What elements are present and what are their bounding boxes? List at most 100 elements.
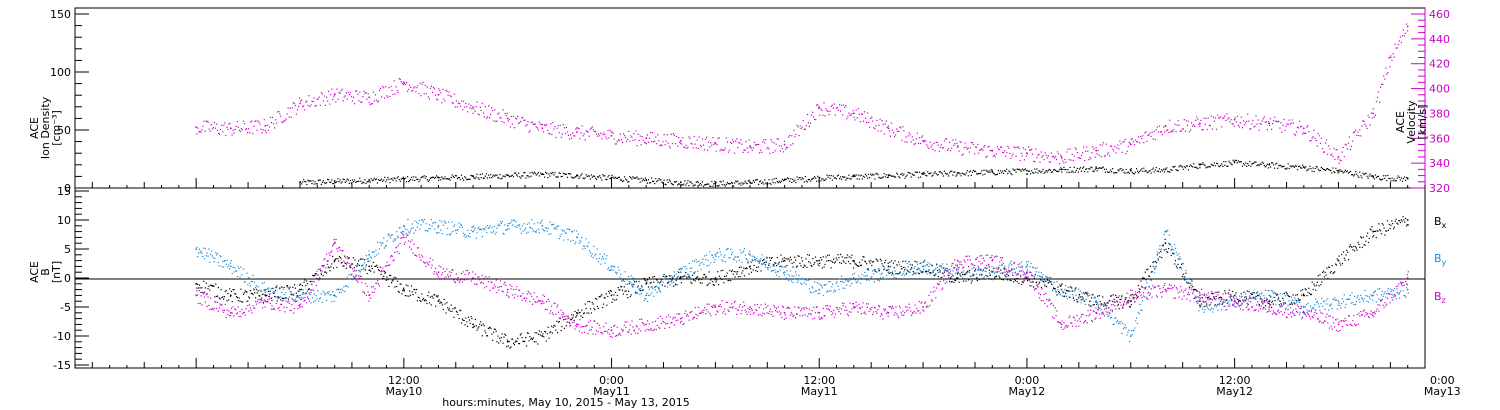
by-point [779,269,781,271]
by-point [864,271,866,273]
by-point [607,268,609,270]
density-point [719,180,721,182]
velocity-point [675,135,678,138]
density-point [1042,168,1044,170]
by-point [313,301,315,303]
bx-point [824,263,826,265]
velocity-point [1318,135,1320,137]
bx-point [766,256,768,258]
by-point [424,230,426,232]
density-point [707,183,709,185]
bx-point [972,274,974,277]
density-point [616,177,618,180]
bx-point [1091,293,1093,295]
by-point [423,218,425,221]
velocity-point [327,100,329,102]
velocity-point [362,96,364,98]
by-point [287,287,290,289]
bx-point [595,297,597,300]
velocity-point [1313,129,1315,131]
by-point [805,283,807,285]
by-point [201,252,203,254]
density-point [582,177,584,179]
velocity-series-1 [195,23,1409,165]
density-point [828,175,830,177]
velocity-point [842,114,844,116]
bx-point [628,290,630,292]
bx-point [863,256,865,258]
bx-point [1007,275,1010,277]
velocity-point [227,128,229,130]
by-point [321,301,323,303]
bx-point [1389,227,1391,230]
bx-point [424,299,426,301]
by-point [712,256,714,259]
density-point [1116,172,1118,174]
velocity-point [999,146,1002,148]
density-point [1344,169,1346,171]
bx-point [680,282,682,284]
velocity-point [712,137,714,139]
velocity-point [1094,156,1096,158]
bx-point [1206,304,1208,306]
velocity-point [685,144,687,146]
density-point [818,180,820,182]
velocity-point [297,106,300,108]
bx-point [1308,287,1310,289]
by-point [699,263,701,265]
bx-point [1128,299,1130,302]
bx-point [733,270,735,273]
bx-point [890,272,892,274]
velocity-point [921,136,923,138]
bx-point [1231,299,1233,301]
density-point [984,173,986,175]
density-point [687,180,689,182]
bx-point [1367,232,1369,234]
by-point [402,230,404,233]
bx-point [1206,297,1209,299]
density-point [536,173,538,175]
bx-point [283,286,285,289]
bx-point [921,272,923,274]
velocity-point [709,146,711,148]
density-point [1381,179,1383,181]
velocity-point [565,127,567,129]
velocity-point [851,113,853,115]
density-point [952,174,954,176]
velocity-point [1361,125,1363,127]
bx-point [512,342,515,344]
by-point [286,297,288,299]
velocity-point [1018,147,1020,150]
velocity-point [249,132,251,134]
velocity-point [655,136,657,138]
bx-point [248,296,250,298]
velocity-point [205,120,207,122]
velocity-point [453,93,455,95]
density-point [995,174,997,176]
bx-point [200,291,202,293]
bx-point [1406,225,1408,227]
bx-point [447,307,449,309]
top-ytick-label: 0 [64,182,71,195]
bx-point [706,284,708,286]
bx-point [1269,304,1271,306]
bx-point [1282,297,1284,299]
density-point [762,181,764,183]
density-point [1209,166,1211,168]
bx-point [296,295,298,297]
density-point [1392,180,1394,182]
by-point [541,219,543,221]
velocity-point [331,88,333,90]
velocity-point [889,135,891,137]
density-point [1304,167,1306,169]
by-point [957,269,959,271]
density-point [710,185,712,187]
by-point [872,273,875,275]
density-point [758,183,760,185]
velocity-point [630,135,632,137]
density-point [915,171,917,173]
by-point [220,256,222,258]
by-point [525,227,527,229]
velocity-data-point [1060,156,1063,158]
by-point [439,219,441,222]
